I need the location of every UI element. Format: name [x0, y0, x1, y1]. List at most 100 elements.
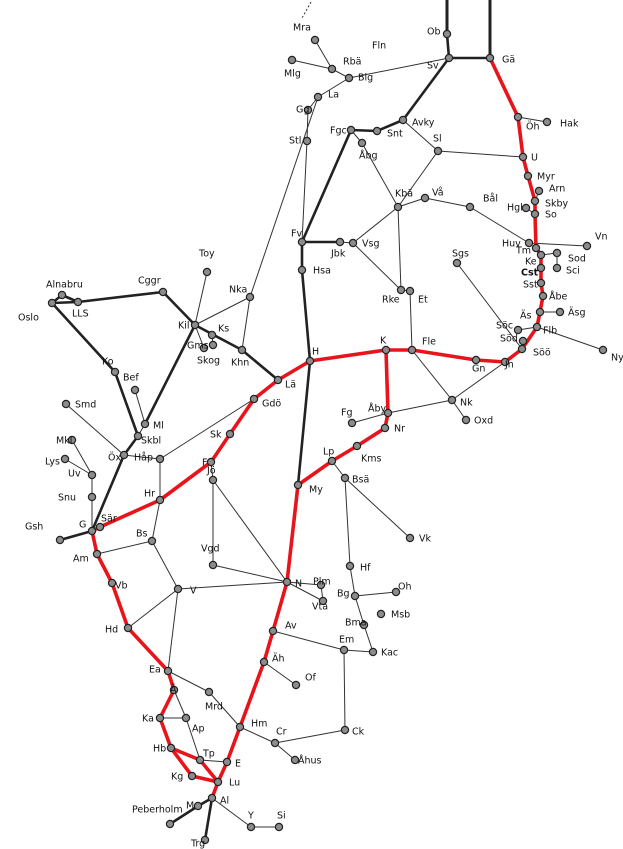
station	[131, 386, 138, 393]
station	[188, 772, 195, 779]
track	[195, 297, 250, 325]
station-label: Sgs	[452, 249, 469, 260]
station	[531, 210, 538, 217]
station-label: Kbä	[395, 189, 413, 200]
route	[490, 58, 518, 117]
station	[156, 496, 163, 503]
station-label: Äh	[272, 654, 285, 665]
station	[209, 341, 216, 348]
station	[434, 147, 441, 154]
station-label: Vk	[419, 534, 431, 545]
station-label: Ny	[611, 353, 623, 364]
station	[156, 714, 163, 721]
station	[205, 688, 212, 695]
station-label: Hb	[153, 744, 166, 755]
station-label: Khn	[231, 358, 249, 369]
station-label: Bs	[136, 529, 148, 540]
station	[111, 368, 118, 375]
station	[531, 197, 538, 204]
station-label: N	[295, 579, 302, 590]
station-label: Sk	[210, 430, 222, 441]
station	[353, 442, 360, 449]
station	[556, 308, 563, 315]
station-label: Oh	[398, 582, 412, 593]
station-label: Ä	[170, 685, 177, 696]
station	[539, 292, 546, 299]
station-label: Skbl	[141, 436, 161, 447]
route	[298, 461, 332, 485]
station	[247, 823, 254, 830]
station-label: Y	[247, 811, 254, 822]
station	[274, 376, 281, 383]
station	[61, 455, 68, 462]
station-label: Mlg	[284, 69, 301, 80]
station-label: So	[545, 210, 557, 221]
station-label: Gsh	[25, 522, 43, 533]
station-label: Ko	[102, 357, 114, 368]
station	[340, 646, 347, 653]
station-label: Ml	[153, 421, 164, 432]
station-label: Cggr	[138, 276, 161, 287]
station-label: Avky	[412, 118, 435, 129]
station	[269, 627, 276, 634]
track	[242, 297, 250, 350]
station-label: Bef	[123, 373, 139, 384]
station-label: LLS	[72, 309, 89, 320]
route	[254, 380, 278, 399]
station-label: Åby	[368, 403, 387, 415]
station	[214, 778, 221, 785]
track	[168, 589, 178, 671]
station	[194, 802, 201, 809]
station	[543, 118, 550, 125]
station-label: Ks	[218, 324, 229, 335]
station-label: Fln	[372, 41, 386, 52]
station	[346, 562, 353, 569]
station	[341, 474, 348, 481]
route	[230, 399, 254, 434]
station-label: Hf	[360, 563, 371, 574]
station-label: Vb	[115, 581, 128, 592]
station	[537, 251, 544, 258]
station	[167, 744, 174, 751]
route	[332, 446, 357, 461]
station-label: Vta	[312, 602, 328, 613]
route	[128, 628, 168, 671]
track	[152, 541, 178, 589]
station-label: Sci	[566, 266, 580, 277]
station-label: Av	[285, 621, 297, 632]
station	[448, 396, 455, 403]
station	[445, 54, 452, 61]
station	[537, 279, 544, 286]
station	[250, 395, 257, 402]
track	[152, 500, 160, 541]
station-label: Ka	[142, 714, 154, 725]
station	[533, 323, 540, 330]
main-track	[302, 130, 351, 242]
station-label: Nr	[394, 424, 405, 435]
station	[522, 204, 529, 211]
station	[553, 249, 560, 256]
station	[292, 681, 299, 688]
station	[518, 345, 525, 352]
station-label: Vå	[432, 188, 444, 199]
station-label: Alnabru	[46, 280, 83, 291]
station-label: Fle	[422, 337, 436, 348]
station	[283, 578, 290, 585]
station-label: Trg	[190, 839, 205, 849]
route	[476, 360, 505, 362]
station-label: Hd	[105, 625, 118, 636]
station-label: Håp	[134, 453, 153, 464]
station-label: K	[380, 336, 387, 347]
station	[275, 823, 282, 830]
station	[406, 287, 413, 294]
station	[328, 457, 335, 464]
track	[388, 400, 452, 413]
main-track	[205, 798, 212, 840]
station-label: Ob	[427, 27, 441, 38]
route	[518, 117, 523, 157]
railway-map: MraMlgRbäFlnBlgObSvGäLaGgAvkyFgcSntÖhHak…	[0, 0, 623, 849]
station	[298, 266, 305, 273]
station-label: Lys	[45, 457, 60, 468]
station	[56, 536, 63, 543]
station-label: Gn	[472, 364, 485, 375]
